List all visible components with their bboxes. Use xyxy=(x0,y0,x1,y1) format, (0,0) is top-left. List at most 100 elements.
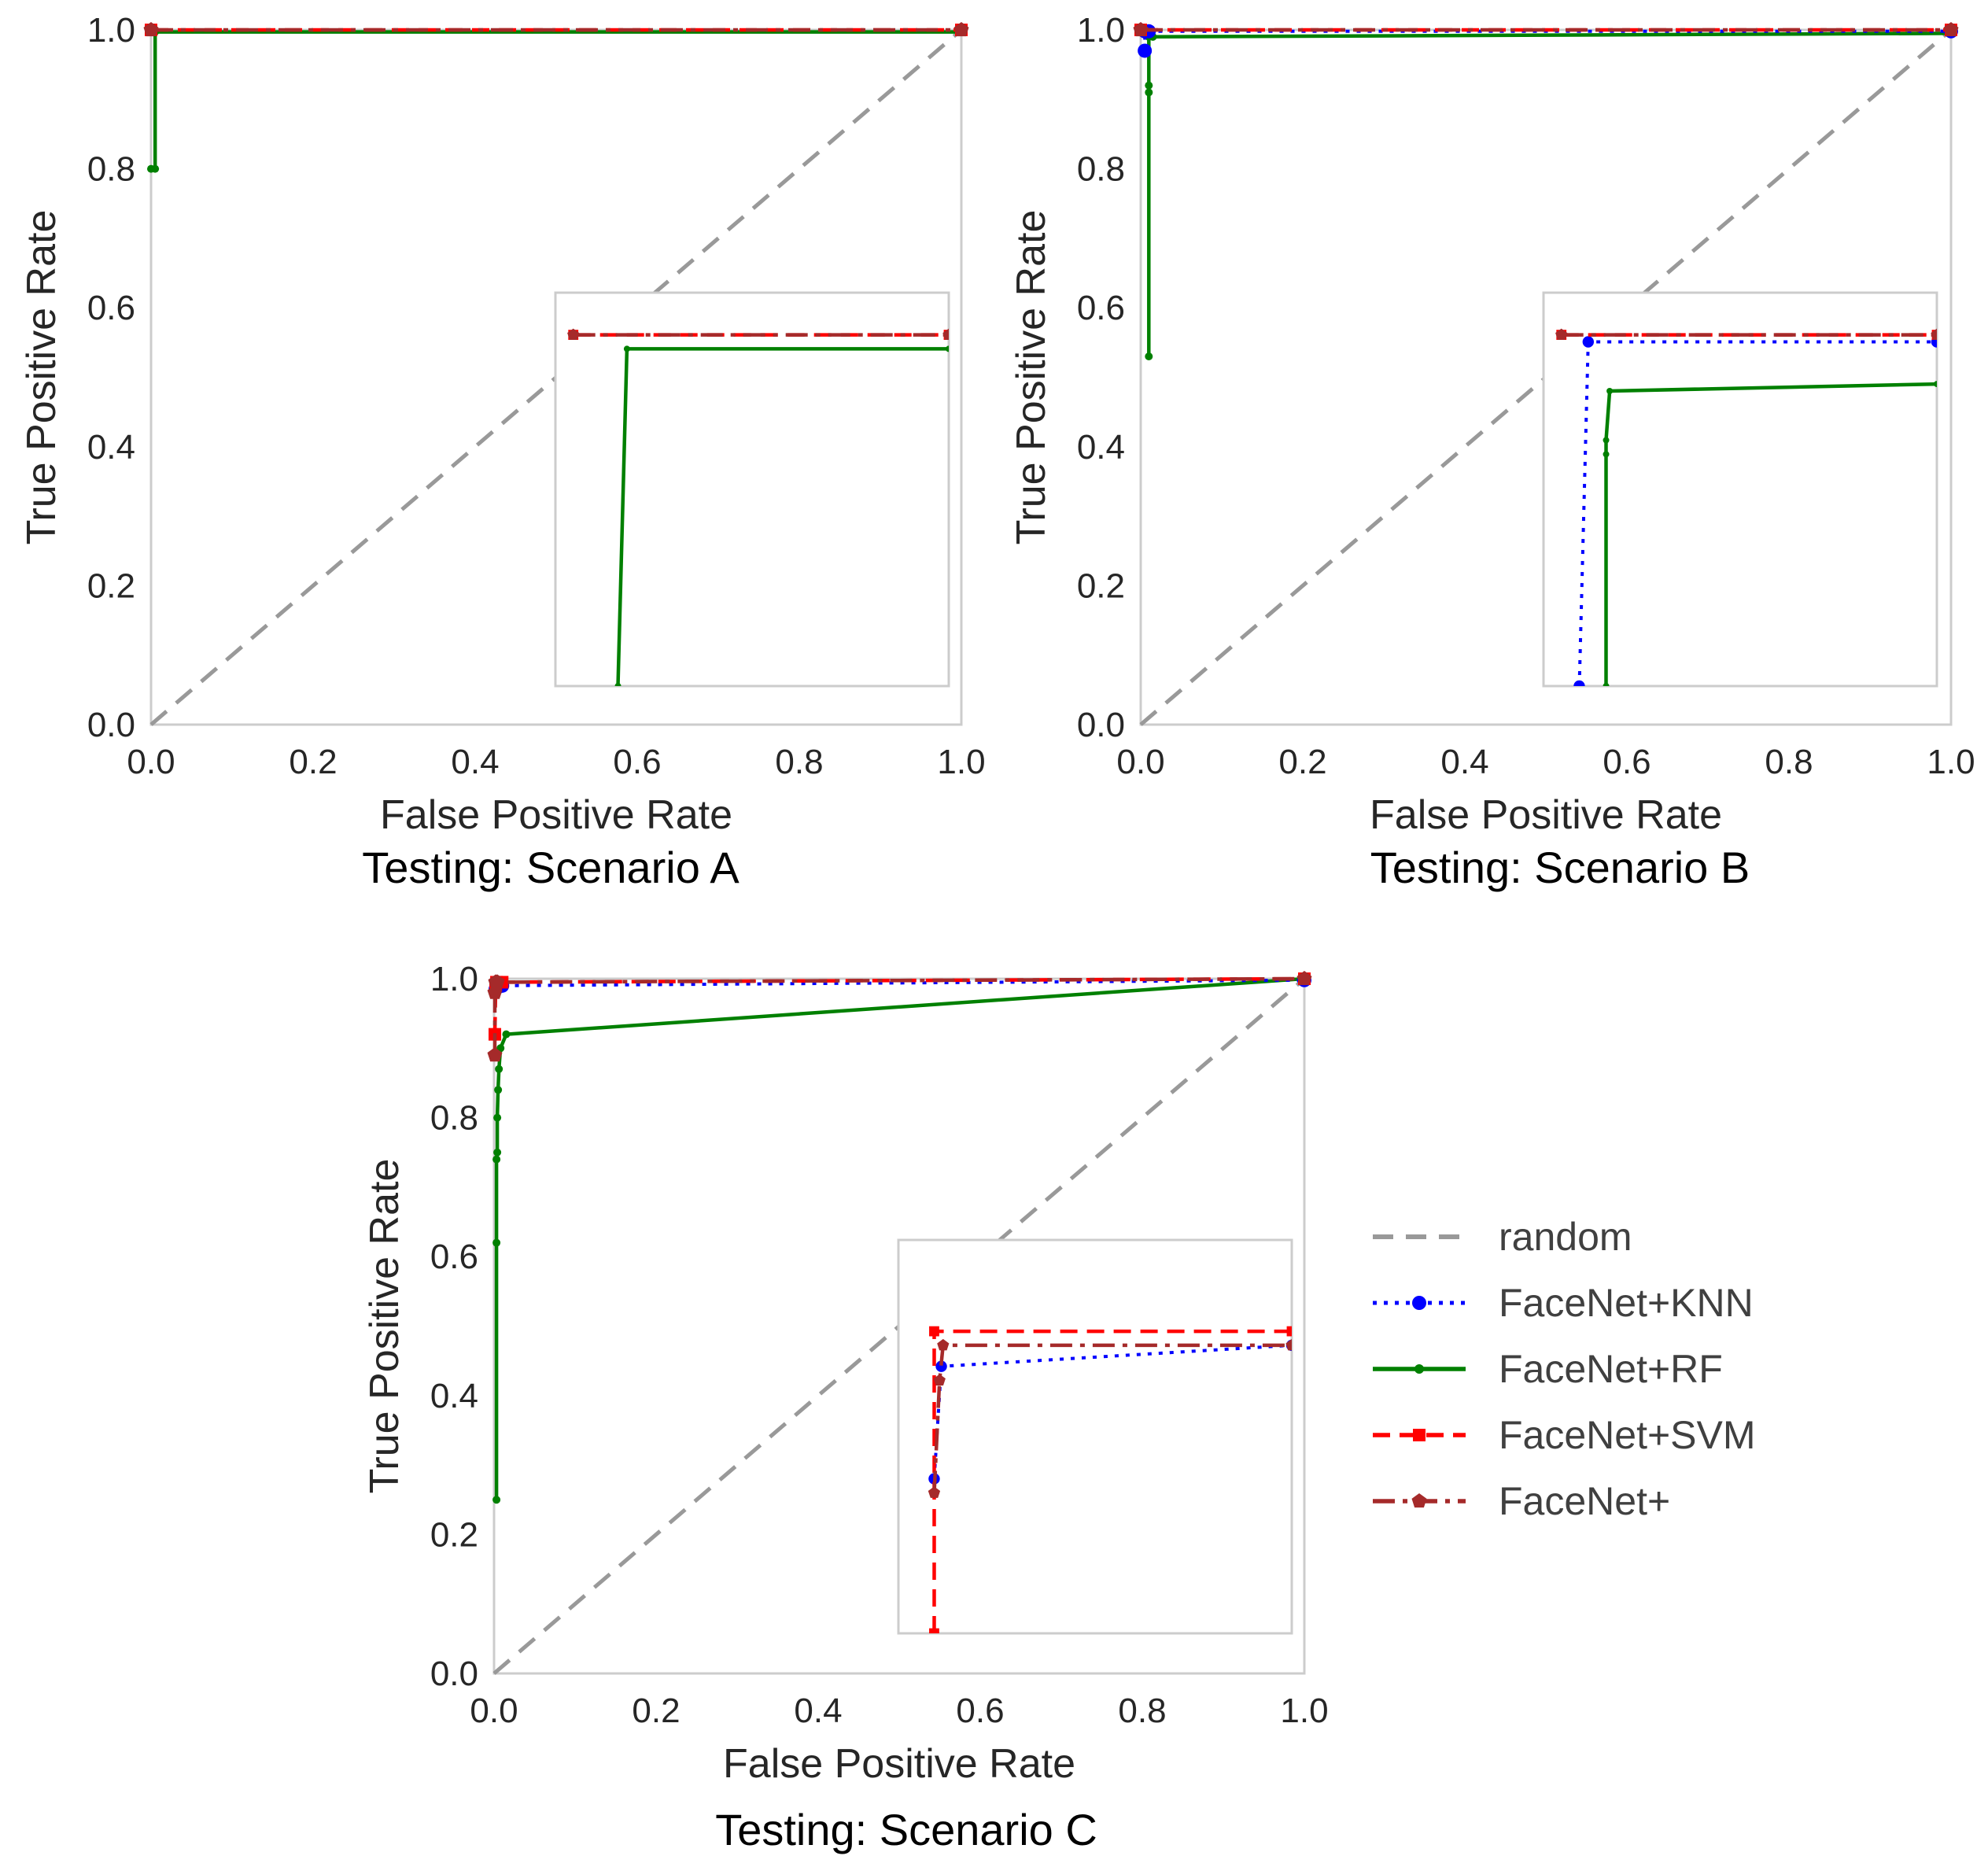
panel-c-x-tick-label: 0.4 xyxy=(794,1692,842,1730)
legend-label-random: random xyxy=(1499,1215,1632,1259)
panel-b-point-facenet-plus xyxy=(1133,22,1149,37)
panel-a-x-tick-label: 0.6 xyxy=(613,743,661,781)
panel-a-y-axis-label: True Positive Rate xyxy=(19,210,65,545)
panel-b-y-tick-label: 0.8 xyxy=(1077,150,1125,189)
panel-a-x-tick-label: 1.0 xyxy=(937,743,985,781)
panel-b-inset xyxy=(1542,291,1938,688)
panel-a-point-facenet-plusrf xyxy=(151,164,160,173)
panel-a-y-tick-label: 0.0 xyxy=(87,706,135,744)
legend-label-facenet-plus: FaceNet+ xyxy=(1499,1479,1670,1523)
panel-c-x-tick-label: 0.2 xyxy=(632,1692,680,1730)
panel-c-y-tick-label: 1.0 xyxy=(430,960,478,998)
panel-a-inset-frame xyxy=(554,291,950,688)
panel-c-point-facenet-plusrf xyxy=(494,1086,503,1094)
panel-c-inset-point-facenet-plus xyxy=(933,1374,946,1385)
panel-a-inset-point-facenet-plus xyxy=(942,328,949,340)
panel-b-x-tick-label: 0.4 xyxy=(1440,743,1488,781)
panel-a-y-tick-label: 0.8 xyxy=(87,150,135,189)
panel-b-y-tick-label: 0.4 xyxy=(1077,428,1125,467)
panel-c-y-axis-label: True Positive Rate xyxy=(362,1159,408,1494)
panel-c-point-facenet-plus xyxy=(487,1047,503,1062)
panel-b-inset-point-facenet-plus xyxy=(1555,328,1568,340)
panel-c-point-facenet-plusrf xyxy=(492,1496,501,1504)
panel-c-x-tick-label: 1.0 xyxy=(1280,1692,1328,1730)
panel-a-inset xyxy=(554,291,950,688)
panel-a-inset-point-facenet-plusrf xyxy=(614,683,621,686)
panel-b-inset-point-facenet-plusknn xyxy=(1573,680,1585,686)
caption-scenario-b: Testing: Scenario B xyxy=(1370,843,1750,892)
panel-c-y-tick-label: 0.2 xyxy=(430,1515,478,1554)
panel-c-point-facenet-plusrf xyxy=(492,1155,501,1164)
panel-c-inset-point-facenet-plus xyxy=(937,1338,950,1351)
panel-b-line-facenet-plusrf xyxy=(1147,31,1952,356)
panel-b-inset-point-facenet-plusknn xyxy=(1582,336,1595,348)
legend-marker-facenet-plussvm xyxy=(1413,1429,1426,1441)
panel-b-inset-point-facenet-plusrf xyxy=(1603,451,1610,458)
panel-c-y-tick-label: 0.4 xyxy=(430,1377,478,1415)
panel-a-x-tick-label: 0.0 xyxy=(127,743,175,781)
panel-a-point-facenet-plus xyxy=(143,22,159,37)
panel-b-y-tick-label: 0.2 xyxy=(1077,566,1125,605)
panel-c-x-axis-label: False Positive Rate xyxy=(723,1741,1075,1787)
panel-b-point-facenet-plus xyxy=(1943,22,1959,37)
panel-scenario-b: 0.0 0.2 0.4 0.6 0.8 1.0 0.0 0.2 0.4 0.6 0.8 1.0 Fals… xyxy=(1009,11,1975,838)
panel-c-point-facenet-plusrf xyxy=(492,1238,501,1247)
panel-c-x-tick-label: 0.6 xyxy=(956,1692,1004,1730)
panel-c-x-tick-label: 0.0 xyxy=(470,1692,518,1730)
legend-marker-facenet-plusknn xyxy=(1412,1296,1426,1310)
legend-marker-facenet-plus xyxy=(1411,1493,1427,1508)
legend-label-facenet-plusknn: FaceNet+KNN xyxy=(1499,1281,1754,1325)
panel-c-inset-line-facenet-plus xyxy=(932,1343,1292,1493)
panel-a-y-tick-label: 1.0 xyxy=(87,11,135,50)
panel-b-y-tick-label: 0.0 xyxy=(1077,706,1125,744)
legend: random FaceNet+KNN FaceNet+RF FaceNet+SVM Fa… xyxy=(1373,1215,1756,1523)
panel-a-y-tick-label: 0.4 xyxy=(87,428,135,467)
panel-b-inset-point-facenet-plusrf xyxy=(1603,437,1610,444)
panel-b-x-tick-label: 0.6 xyxy=(1603,743,1651,781)
legend-label-facenet-plussvm: FaceNet+SVM xyxy=(1499,1413,1756,1457)
panel-c-y-tick-label: 0.8 xyxy=(430,1099,478,1138)
panel-c-point-facenet-plusrf xyxy=(493,1113,502,1122)
panel-b-x-tick-label: 0.2 xyxy=(1278,743,1326,781)
panel-c-inset-point-facenet-plussvm xyxy=(929,1628,939,1633)
panel-b-point-facenet-plusrf xyxy=(1145,352,1153,361)
panel-a-x-tick-label: 0.8 xyxy=(775,743,823,781)
panel-scenario-a: 0.0 0.2 0.4 0.6 0.8 1.0 0.0 0.2 0.4 0.6 0.8 1.0 Fals… xyxy=(19,11,986,838)
panel-b-x-axis-label: False Positive Rate xyxy=(1370,792,1722,838)
panel-a-y-tick-label: 0.6 xyxy=(87,289,135,327)
panel-b-inset-frame xyxy=(1542,291,1938,688)
caption-scenario-c: Testing: Scenario C xyxy=(715,1805,1097,1854)
panel-b-x-tick-label: 0.0 xyxy=(1116,743,1164,781)
panel-c-y-tick-label: 0.6 xyxy=(430,1238,478,1276)
panel-c-point-facenet-plus xyxy=(1296,971,1312,986)
panel-a-inset-point-facenet-plus xyxy=(567,328,580,340)
panel-c-inset-point-facenet-plusknn xyxy=(935,1360,947,1372)
panel-a-y-tick-label: 0.2 xyxy=(87,566,135,605)
panel-c-inset-point-facenet-plussvm xyxy=(1286,1326,1292,1337)
panel-b-point-facenet-plusknn xyxy=(1138,43,1153,58)
panel-c-inset xyxy=(897,1238,1293,1635)
panel-c-line-facenet-plusrf xyxy=(494,976,1305,1500)
panel-c-point-facenet-plusrf xyxy=(493,1148,502,1157)
panel-b-inset-point-facenet-plusrf xyxy=(1934,381,1937,388)
panel-c-inset-point-facenet-plussvm xyxy=(929,1326,939,1337)
panel-a-point-facenet-plus xyxy=(953,22,969,37)
panel-b-inset-point-facenet-plusrf xyxy=(1606,388,1614,394)
panel-c-inset-point-facenet-plus xyxy=(1285,1338,1292,1351)
caption-scenario-a: Testing: Scenario A xyxy=(362,843,740,892)
panel-a-x-tick-label: 0.2 xyxy=(289,743,337,781)
panel-a-x-tick-label: 0.4 xyxy=(451,743,499,781)
panel-a-inset-point-facenet-plusrf xyxy=(623,345,630,352)
legend-label-facenet-plusrf: FaceNet+RF xyxy=(1499,1347,1723,1391)
panel-b-x-tick-label: 0.8 xyxy=(1765,743,1813,781)
panel-a-x-axis-label: False Positive Rate xyxy=(380,792,732,838)
panel-c-point-facenet-plusrf xyxy=(495,1064,503,1073)
panel-b-point-facenet-plusrf xyxy=(1145,81,1153,90)
panel-b-inset-point-facenet-plusrf xyxy=(1603,683,1610,686)
panel-b-point-facenet-plusrf xyxy=(1145,88,1153,97)
panel-c-inset-point-facenet-plus xyxy=(928,1486,941,1498)
panel-c-point-facenet-plus xyxy=(489,974,505,989)
panel-b-inset-point-facenet-plus xyxy=(1931,328,1937,340)
panel-scenario-c: 0.0 0.2 0.4 0.6 0.8 1.0 0.0 0.2 0.4 0.6 0.8 1.0 Fals… xyxy=(362,960,1329,1787)
